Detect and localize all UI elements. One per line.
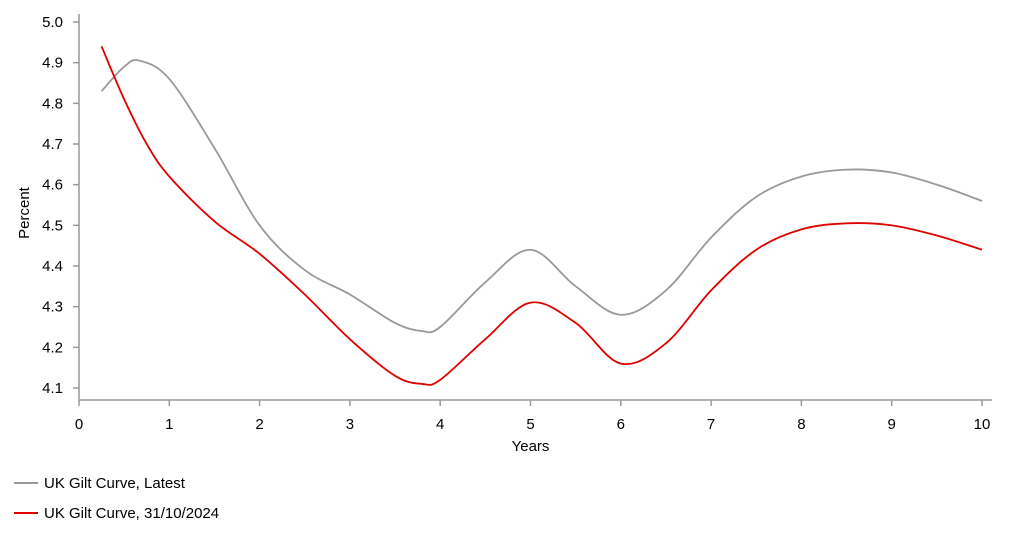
x-tick-label: 2 xyxy=(255,416,263,433)
y-axis-title: Percent xyxy=(16,186,33,239)
x-tick-label: 10 xyxy=(974,416,991,433)
y-tick-label: 4.8 xyxy=(42,95,63,112)
y-tick-label: 4.2 xyxy=(42,339,63,356)
y-tick-label: 4.7 xyxy=(42,136,63,153)
series-line-previous xyxy=(100,46,983,386)
legend-label-previous: UK Gilt Curve, 31/10/2024 xyxy=(44,504,220,522)
legend: UK Gilt Curve, Latest UK Gilt Curve, 31/… xyxy=(14,468,219,528)
y-tick-label: 4.6 xyxy=(42,177,63,194)
x-tick-label: 0 xyxy=(75,416,83,433)
x-tick-label: 8 xyxy=(797,416,805,433)
y-tick-label: 4.1 xyxy=(42,380,63,397)
x-tick-label: 5 xyxy=(526,416,534,433)
y-tick-label: 4.3 xyxy=(42,299,63,316)
legend-label-latest: UK Gilt Curve, Latest xyxy=(44,474,185,492)
x-axis-title: Years xyxy=(512,438,550,455)
legend-swatch-previous xyxy=(14,512,38,514)
x-tick-label: 3 xyxy=(346,416,354,433)
y-tick-label: 4.5 xyxy=(42,217,63,234)
series-line-latest xyxy=(100,59,983,334)
legend-item-latest: UK Gilt Curve, Latest xyxy=(14,468,219,498)
x-tick-label: 1 xyxy=(165,416,173,433)
x-tick-label: 7 xyxy=(707,416,715,433)
y-tick-label: 4.9 xyxy=(42,55,63,72)
y-tick-label: 4.4 xyxy=(42,258,63,275)
y-tick-label: 5.0 xyxy=(42,14,63,31)
x-tick-label: 6 xyxy=(617,416,625,433)
x-tick-label: 4 xyxy=(436,416,444,433)
legend-item-previous: UK Gilt Curve, 31/10/2024 xyxy=(14,498,219,528)
legend-swatch-latest xyxy=(14,482,38,484)
x-tick-label: 9 xyxy=(888,416,896,433)
